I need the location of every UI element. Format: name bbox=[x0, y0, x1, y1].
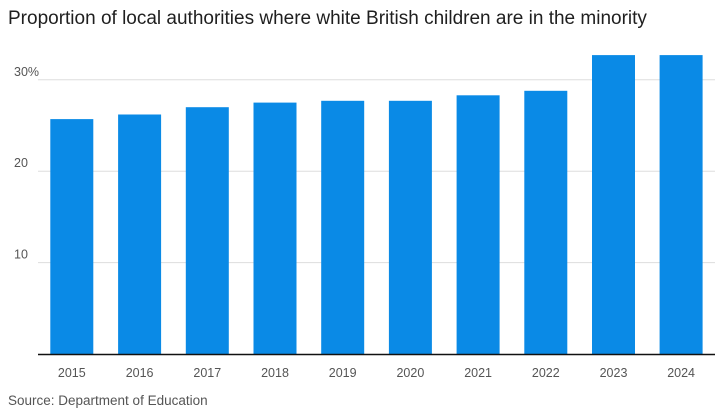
bar-2024 bbox=[659, 55, 703, 354]
bar-2019 bbox=[321, 100, 365, 354]
chart-title: Proportion of local authorities where wh… bbox=[8, 8, 647, 29]
x-tick-label-2019: 2019 bbox=[329, 366, 357, 380]
bar-2020 bbox=[388, 100, 432, 354]
y-tick-label-20: 20 bbox=[14, 156, 28, 170]
x-tick-label-2021: 2021 bbox=[464, 366, 492, 380]
y-tick-label-10: 10 bbox=[14, 248, 28, 262]
x-axis-tick-labels: 2015 2016 2017 2018 2019 2020 2021 2022 2023 2024 bbox=[58, 366, 695, 380]
x-tick-label-2024: 2024 bbox=[667, 366, 695, 380]
bar-2021 bbox=[456, 95, 500, 355]
bar-2016 bbox=[118, 114, 162, 354]
chart-source: Source: Department of Education bbox=[8, 393, 208, 408]
x-tick-label-2017: 2017 bbox=[193, 366, 221, 380]
bar-2023 bbox=[592, 55, 635, 354]
x-tick-label-2022: 2022 bbox=[532, 366, 560, 380]
bar-2015 bbox=[50, 119, 94, 354]
bar-2022 bbox=[524, 90, 568, 355]
x-tick-label-2018: 2018 bbox=[261, 366, 289, 380]
x-tick-label-2016: 2016 bbox=[126, 366, 154, 380]
y-tick-label-30: 30% bbox=[14, 65, 39, 79]
y-axis-tick-labels: 10 20 30% bbox=[14, 65, 39, 262]
bar-2017 bbox=[185, 107, 229, 354]
bar-2018 bbox=[253, 102, 297, 354]
bars bbox=[50, 55, 703, 355]
x-tick-label-2015: 2015 bbox=[58, 366, 86, 380]
x-tick-label-2023: 2023 bbox=[600, 366, 628, 380]
x-tick-label-2020: 2020 bbox=[396, 366, 424, 380]
